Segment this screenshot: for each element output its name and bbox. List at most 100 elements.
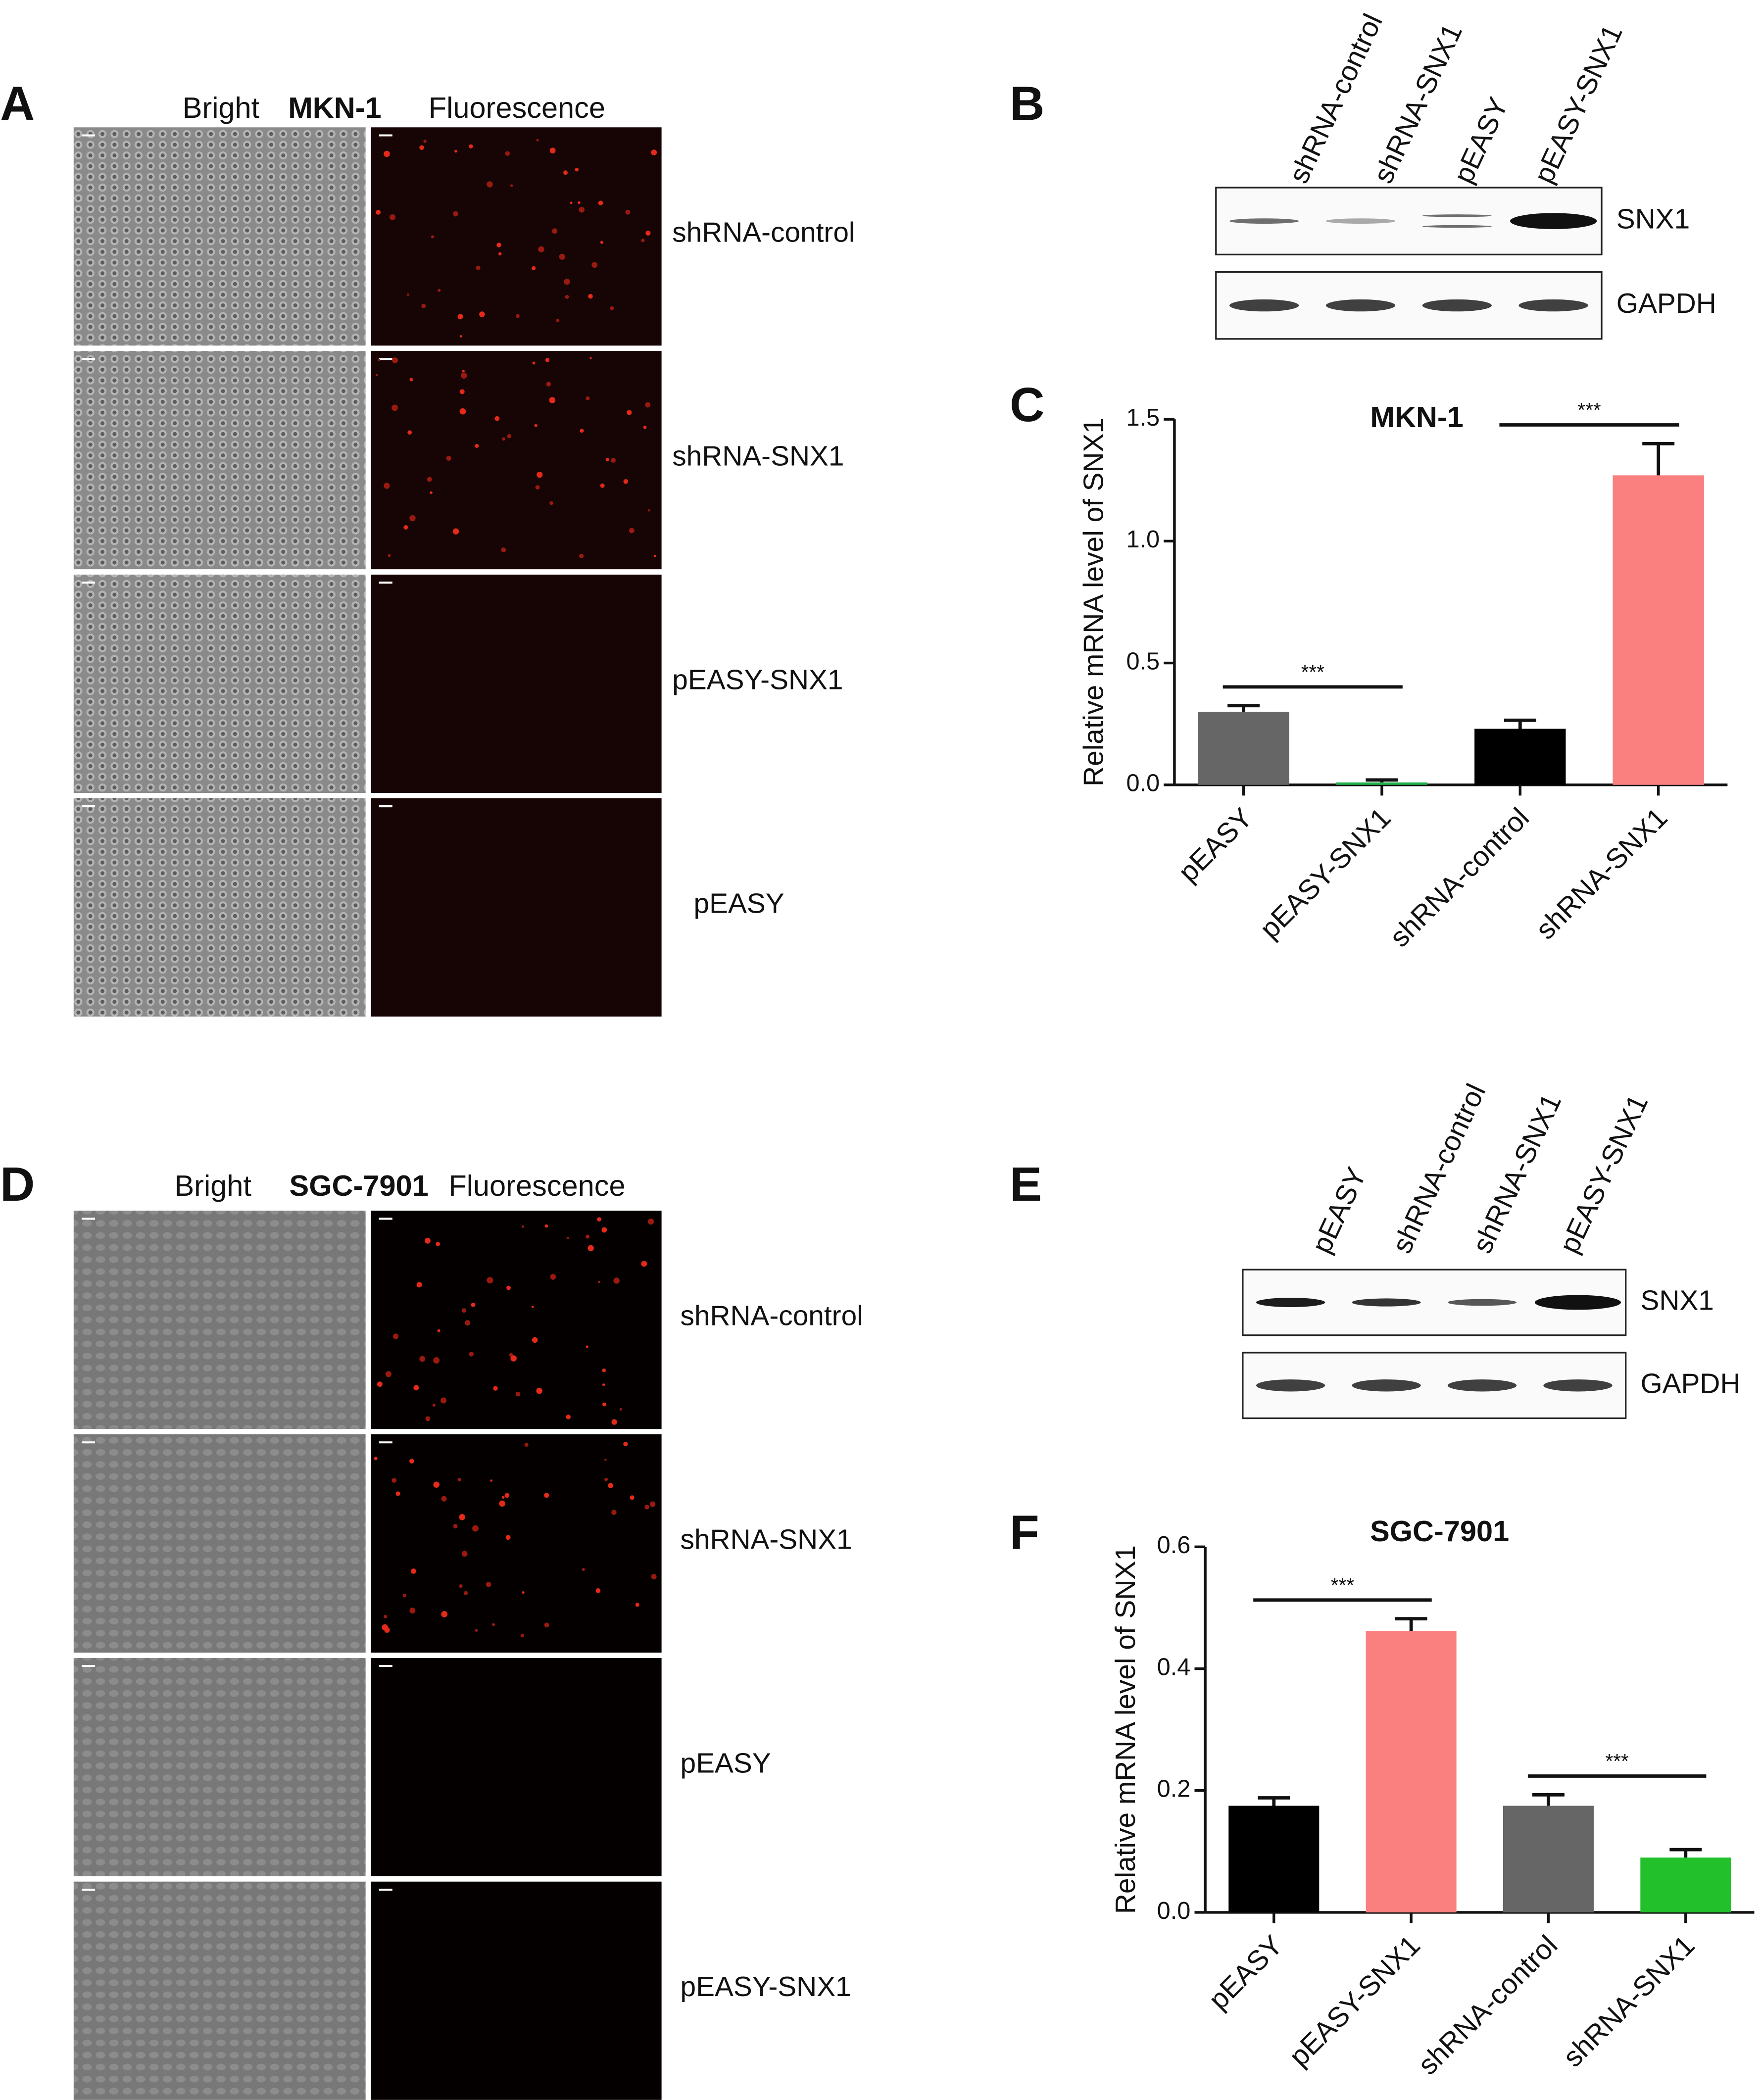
cell-dot	[441, 1611, 448, 1617]
blot-band	[1510, 213, 1597, 229]
cell-line-label: SGC-7901	[290, 1169, 429, 1202]
cell-dot	[430, 491, 433, 494]
column-header: Fluorescence	[429, 91, 605, 124]
x-tick-label: pEASY	[1173, 802, 1259, 888]
cell-dot	[522, 1591, 525, 1594]
cell-dot	[629, 528, 635, 534]
cell-dot	[440, 1397, 447, 1404]
cell-dot	[388, 554, 391, 557]
blot-band	[1422, 225, 1492, 228]
fluorescence-image	[371, 1434, 662, 1653]
cell-dot	[469, 144, 473, 148]
cell-dot	[602, 1402, 606, 1407]
error-bar	[1532, 1793, 1565, 1806]
cell-dot	[441, 1496, 447, 1502]
cell-dot	[575, 168, 579, 172]
cell-dot	[384, 1614, 388, 1618]
cell-dot	[376, 374, 378, 377]
y-tick-label: 0.0	[1157, 1898, 1191, 1924]
lane-label: pEASY-SNX1	[1554, 1090, 1654, 1258]
cell-dot	[550, 1274, 556, 1280]
cell-dot	[649, 1501, 656, 1507]
cell-dot	[376, 209, 381, 215]
cell-dot	[625, 209, 631, 215]
cell-dot	[645, 230, 651, 236]
blot-band	[1256, 1298, 1325, 1307]
error-bar	[1395, 1617, 1427, 1631]
cell-dot	[494, 416, 500, 421]
protein-label: GAPDH	[1616, 288, 1716, 319]
cell-dot	[402, 1594, 407, 1598]
chart-title: MKN-1	[1370, 400, 1463, 434]
cell-dot	[486, 1582, 491, 1587]
cell-dot	[446, 455, 451, 461]
cell-dot	[535, 485, 540, 489]
fluorescence-image	[371, 798, 662, 1017]
cell-dot	[496, 243, 501, 247]
x-tick-label: shRNA-SNX1	[1530, 802, 1673, 946]
cell-dot	[520, 1633, 525, 1638]
cell-dot	[416, 1282, 422, 1288]
cell-dot	[472, 1525, 479, 1532]
cell-dot	[433, 1357, 440, 1364]
protein-label: GAPDH	[1640, 1368, 1740, 1399]
cell-dot	[403, 525, 408, 530]
cell-dot	[647, 1218, 654, 1225]
blot-band	[1422, 299, 1492, 312]
cell-dot	[587, 1245, 594, 1252]
x-tick-label: pEASY-SNX1	[1254, 802, 1397, 945]
cell-dot	[501, 1496, 505, 1499]
cell-dot	[505, 1535, 511, 1540]
cell-dot	[471, 1302, 476, 1307]
cell-dot	[409, 1459, 414, 1464]
cell-dot	[409, 1608, 416, 1614]
protein-label: SNX1	[1640, 1285, 1713, 1317]
lane-label: pEASY	[1306, 1163, 1372, 1258]
error-bar	[1669, 1848, 1702, 1858]
cell-dot	[502, 437, 505, 441]
cell-dot	[619, 1408, 622, 1411]
row-label: pEASY	[680, 1748, 771, 1779]
chart-title: SGC-7901	[1370, 1514, 1509, 1548]
bright-image	[73, 1211, 366, 1429]
cell-dot	[611, 1419, 617, 1425]
cell-dot	[469, 1352, 474, 1357]
row-label: pEASY	[694, 888, 784, 919]
x-tick-label: shRNA-control	[1412, 1930, 1564, 2081]
row-label: shRNA-SNX1	[680, 1524, 852, 1555]
cell-dot	[498, 252, 502, 256]
cell-dot	[392, 1333, 399, 1339]
cell-dot	[475, 443, 479, 448]
cell-dot	[549, 501, 553, 505]
cell-dot	[597, 1217, 601, 1221]
cell-dot	[565, 295, 569, 299]
column-header: Fluorescence	[448, 1169, 625, 1202]
cell-dot	[407, 430, 412, 435]
cell-dot	[586, 396, 590, 400]
cell-dot	[532, 1337, 538, 1343]
cell-dot	[433, 1481, 440, 1488]
column-header: Bright	[174, 1169, 251, 1202]
cell-dot	[475, 1629, 478, 1632]
cell-dot	[453, 211, 458, 217]
bright-image	[73, 1658, 366, 1876]
cell-dot	[423, 140, 427, 143]
cell-dot	[549, 147, 556, 154]
cell-dot	[644, 1505, 649, 1510]
cell-dot	[499, 1500, 505, 1507]
cell-dot	[459, 1584, 463, 1588]
y-tick-label: 0.0	[1126, 770, 1160, 797]
cell-dot	[382, 1624, 388, 1631]
error-bar	[1227, 704, 1260, 712]
cell-dot	[436, 1242, 440, 1246]
blot-band	[1352, 1298, 1421, 1307]
y-tick-label: 0.6	[1157, 1532, 1191, 1559]
row-label: shRNA-SNX1	[672, 441, 844, 472]
cell-dot	[487, 1277, 493, 1284]
cell-dot	[384, 483, 390, 489]
panel-letter: E	[1010, 1157, 1042, 1211]
bar	[1503, 1806, 1594, 1912]
cell-dot	[611, 1510, 617, 1515]
cell-dot	[493, 1386, 498, 1391]
cell-dot	[419, 1356, 426, 1362]
